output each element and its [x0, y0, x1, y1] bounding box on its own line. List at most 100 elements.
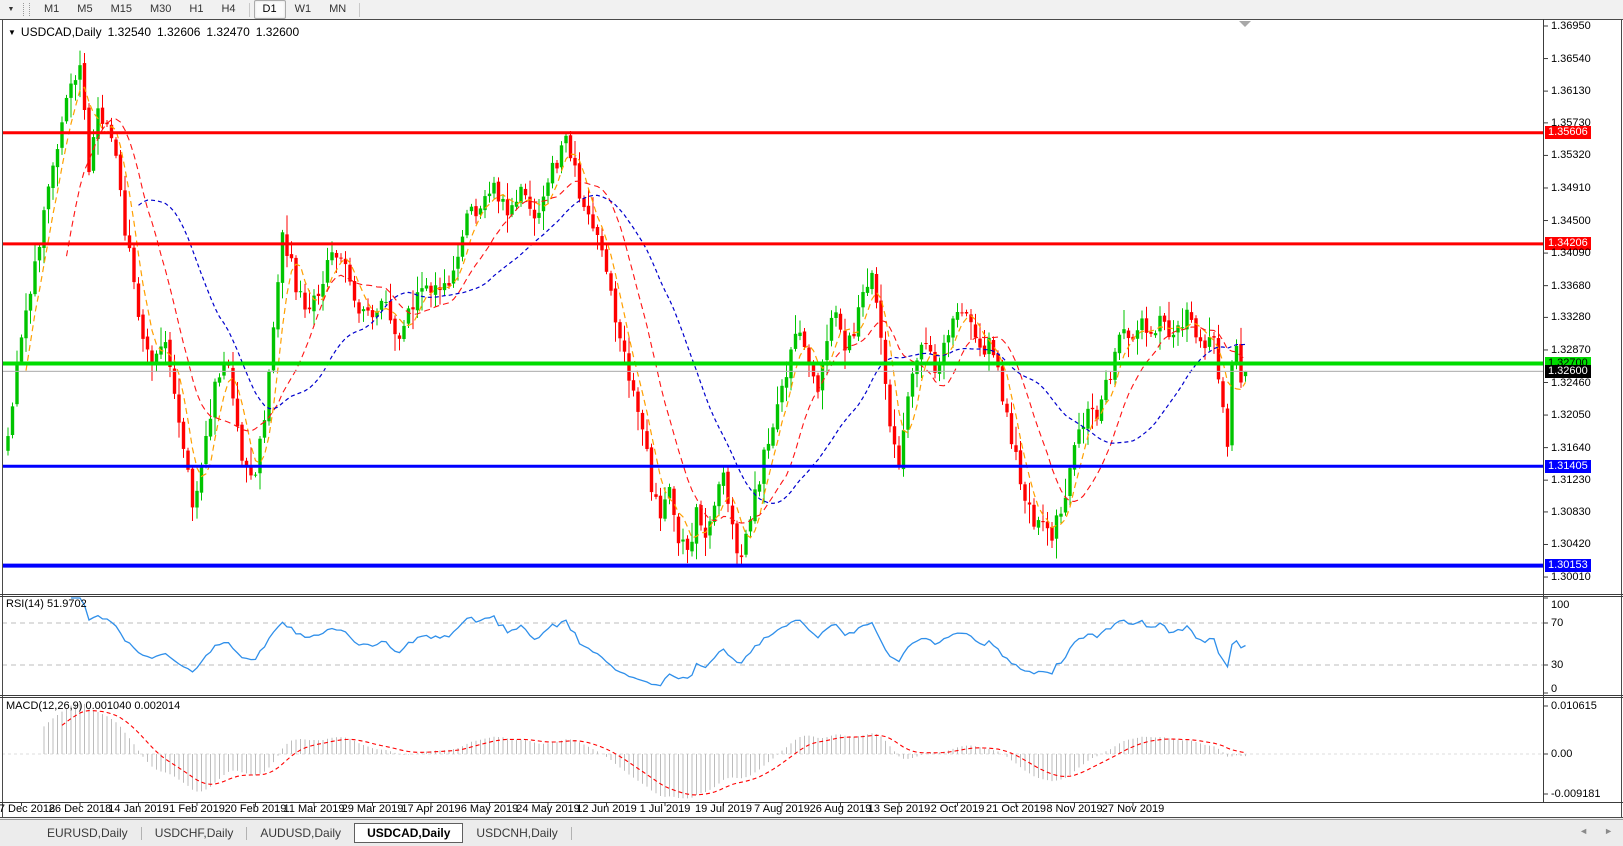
chart-tab-audusd[interactable]: AUDUSD,Daily [260, 826, 342, 840]
candle-body [492, 182, 496, 194]
candle-body [784, 377, 789, 388]
candle-body [415, 292, 420, 311]
candle-body [69, 83, 73, 98]
tab-scroll-left-icon[interactable]: ◄ [1579, 826, 1589, 836]
candle-body [1162, 315, 1167, 322]
candle-body [640, 412, 645, 430]
timeframe-button-m15[interactable]: M15 [110, 3, 132, 15]
chart-tab-usdcad[interactable]: USDCAD,Daily [354, 823, 464, 843]
timeframe-button-m5[interactable]: M5 [77, 3, 93, 15]
toolbar-grip-handle[interactable] [23, 3, 30, 16]
candle-body [127, 235, 132, 249]
tab-scroll-right-icon[interactable]: ► [1604, 826, 1613, 836]
candle-body [1180, 327, 1185, 329]
candle-body [613, 288, 618, 323]
candle-body [766, 443, 771, 451]
candle-body [852, 333, 856, 337]
chart-tab-bar: EURUSD,Daily USDCHF,Daily AUDUSD,Daily U… [0, 819, 1623, 846]
candle-body [82, 63, 87, 111]
candle-body [870, 272, 874, 290]
candle-body [321, 283, 325, 297]
candle-body [55, 149, 60, 168]
candle-body [748, 519, 753, 532]
candle-body [460, 236, 465, 257]
candle-body [780, 385, 784, 403]
timeframe-button-h1[interactable]: H1 [189, 3, 204, 15]
chart-tab-eurusd[interactable]: EURUSD,Daily [47, 826, 128, 840]
tab-separator [140, 826, 142, 840]
candle-body [645, 431, 649, 449]
candle-body [249, 466, 253, 476]
candle-body [978, 338, 982, 348]
candle-body [402, 325, 406, 339]
candle-body [537, 212, 541, 218]
macd-signal-line [61, 710, 1246, 796]
candle-body [496, 181, 501, 202]
candle-body [865, 286, 870, 293]
candle-body [1041, 520, 1045, 523]
candle-body [559, 145, 564, 168]
candle-body [1104, 379, 1108, 401]
candle-body [523, 188, 528, 196]
chart-tab-usdcnh[interactable]: USDCNH,Daily [476, 826, 558, 840]
chart-background[interactable] [0, 19, 1623, 818]
candle-body [1189, 312, 1194, 320]
candle-body [195, 490, 199, 508]
candle-body [879, 300, 883, 338]
candle-body [991, 340, 996, 356]
candle-body [951, 318, 955, 338]
candle-body [289, 254, 294, 259]
candle-body [609, 273, 613, 291]
candle-body [550, 162, 555, 184]
candle-body [366, 307, 370, 311]
candle-body [15, 363, 19, 405]
candle-body [663, 499, 667, 519]
candle-body [528, 196, 532, 209]
candle-body [546, 182, 550, 196]
candle-body [838, 313, 843, 330]
chart-tab-usdchf[interactable]: USDCHF,Daily [154, 826, 234, 840]
candle-body [690, 541, 694, 552]
candle-body [802, 331, 807, 348]
candle-body [771, 427, 775, 446]
candle-body [420, 288, 424, 292]
dropdown-arrow-icon: ▼ [7, 6, 15, 13]
candle-body [145, 336, 150, 350]
timeframe-button-d1[interactable]: D1 [253, 0, 286, 19]
candle-body [271, 327, 276, 371]
timeframe-button-mn[interactable]: MN [329, 3, 347, 15]
timeframe-button-m1[interactable]: M1 [44, 3, 60, 15]
candle-body [1144, 318, 1149, 333]
candle-body [699, 505, 703, 526]
timeframe-button-h4[interactable]: H4 [221, 3, 236, 15]
toolbar-dropdown-button[interactable]: ▼ [0, 1, 22, 18]
candle-body [217, 377, 222, 383]
candle-body [1158, 315, 1162, 332]
timeframe-button-m30[interactable]: M30 [149, 3, 172, 15]
rsi-line [71, 597, 1246, 687]
candle-body [1176, 325, 1180, 333]
candle-body [1023, 484, 1027, 501]
candle-body [240, 424, 244, 461]
candle-body [10, 406, 15, 436]
candle-body [901, 430, 906, 470]
candle-body [361, 309, 366, 312]
candle-body [424, 285, 429, 289]
candle-body [667, 487, 672, 499]
candle-body [649, 447, 654, 493]
candle-body [1005, 403, 1009, 413]
candle-body [892, 426, 897, 445]
candle-body [1140, 318, 1144, 331]
candle-body [555, 162, 559, 169]
candle-body [168, 339, 172, 367]
candle-body [141, 314, 145, 339]
candle-body [798, 332, 802, 337]
tab-separator [246, 826, 248, 840]
candle-body [676, 516, 681, 544]
candle-body [456, 256, 460, 269]
timeframe-button-w1[interactable]: W1 [294, 3, 312, 15]
candle-body [213, 381, 217, 418]
candle-body [60, 122, 64, 148]
candle-body [73, 80, 78, 85]
